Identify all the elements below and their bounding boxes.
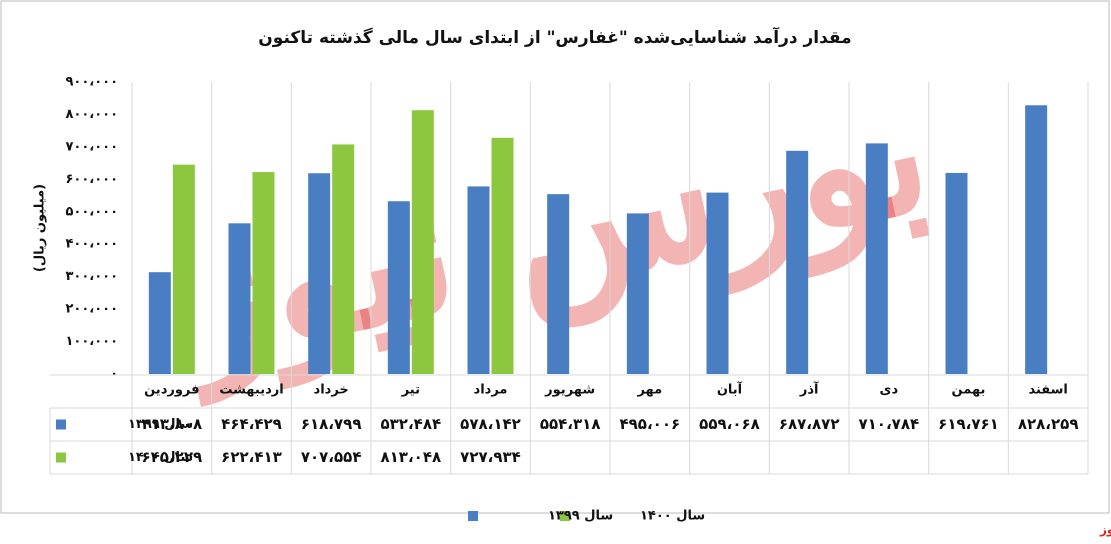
x-tick-label: دی bbox=[880, 383, 899, 398]
x-tick-label: شهریور bbox=[544, 383, 595, 398]
x-tick-label: مهر bbox=[636, 383, 662, 398]
y-tick-label: ۳۰۰،۰۰۰ bbox=[65, 269, 118, 284]
table-value: ۶۲۲،۴۱۳ bbox=[221, 448, 282, 466]
x-tick-label: بهمن bbox=[952, 383, 986, 398]
bar bbox=[706, 192, 729, 374]
table-value: ۷۲۷،۹۳۴ bbox=[460, 448, 521, 466]
chart-title: مقدار درآمد شناسایی‌شده "غفارس" از ابتدا… bbox=[258, 26, 851, 48]
bar bbox=[467, 186, 490, 374]
bar bbox=[387, 201, 410, 374]
bar bbox=[786, 150, 809, 374]
table-value: ۷۱۰،۷۸۴ bbox=[859, 415, 920, 433]
x-tick-label: آبان bbox=[717, 381, 743, 398]
legend-label: سال ۱۴۰۰ bbox=[640, 509, 705, 524]
y-tick-label: ۴۰۰،۰۰۰ bbox=[65, 237, 118, 252]
y-tick-label: ۶۰۰،۰۰۰ bbox=[65, 172, 118, 187]
table-value: ۵۷۸،۱۴۲ bbox=[460, 415, 521, 433]
y-tick-label: ۹۰۰،۰۰۰ bbox=[65, 75, 118, 90]
table-value: ۶۱۸،۷۹۹ bbox=[301, 415, 362, 433]
y-tick-label: ۰ bbox=[110, 367, 118, 382]
legend-label: سال ۱۳۹۹ bbox=[548, 509, 613, 524]
table-value: ۵۵۹،۰۶۸ bbox=[699, 415, 760, 433]
x-tick-label: خرداد bbox=[314, 383, 349, 398]
table-value: ۴۶۴،۴۲۹ bbox=[221, 415, 282, 433]
legend-key bbox=[56, 419, 66, 430]
table-row-header: سال ۱۳۹۹ bbox=[128, 417, 193, 432]
table-value: ۶۱۹،۷۶۱ bbox=[938, 415, 999, 433]
table-value: ۵۵۴،۳۱۸ bbox=[540, 415, 601, 433]
bar bbox=[547, 194, 570, 374]
x-tick-label: آذر bbox=[799, 381, 819, 398]
bar bbox=[626, 213, 649, 374]
bar bbox=[411, 110, 434, 374]
bar bbox=[491, 137, 514, 374]
x-tick-label: اردیبهشت bbox=[219, 383, 283, 398]
bar bbox=[172, 164, 195, 374]
table-value: ۵۳۲،۴۸۴ bbox=[381, 415, 442, 433]
y-tick-label: ۲۰۰،۰۰۰ bbox=[65, 302, 118, 317]
bar bbox=[1025, 105, 1048, 374]
bar bbox=[308, 173, 331, 374]
table-value: ۳۱۳،۸۰۸ bbox=[142, 415, 203, 433]
source: بورس نیوز bbox=[1099, 523, 1111, 538]
x-tick-label: تیر bbox=[401, 383, 420, 398]
legend-key bbox=[56, 452, 66, 463]
x-tick-label: اسفند bbox=[1028, 383, 1067, 398]
x-tick-label: مرداد bbox=[474, 383, 508, 398]
bar bbox=[865, 143, 888, 374]
table-value: ۶۴۵،۲۲۹ bbox=[142, 448, 203, 466]
y-tick-label: ۱۰۰،۰۰۰ bbox=[65, 334, 118, 349]
y-tick-label: ۷۰۰،۰۰۰ bbox=[65, 139, 118, 154]
bar bbox=[228, 223, 251, 374]
table-value: ۸۲۸،۲۵۹ bbox=[1018, 415, 1079, 433]
bar bbox=[945, 172, 968, 374]
y-axis-label: (میلیون ریال) bbox=[33, 184, 48, 272]
legend-swatch bbox=[468, 511, 478, 521]
table-value: ۸۱۳،۰۴۸ bbox=[381, 448, 442, 466]
bar bbox=[148, 272, 171, 374]
table-value: ۴۹۵،۰۰۶ bbox=[620, 415, 681, 433]
x-tick-label: فروردین bbox=[144, 383, 199, 398]
table-row-header: سال ۱۴۰۰ bbox=[128, 450, 193, 465]
bar bbox=[332, 144, 355, 374]
y-tick-label: ۵۰۰،۰۰۰ bbox=[65, 204, 118, 219]
bar bbox=[252, 172, 275, 374]
y-tick-label: ۸۰۰،۰۰۰ bbox=[65, 107, 118, 122]
table-value: ۶۸۷،۸۷۲ bbox=[779, 415, 840, 433]
legend-swatch bbox=[560, 511, 570, 521]
table-value: ۷۰۷،۵۵۴ bbox=[301, 448, 362, 466]
